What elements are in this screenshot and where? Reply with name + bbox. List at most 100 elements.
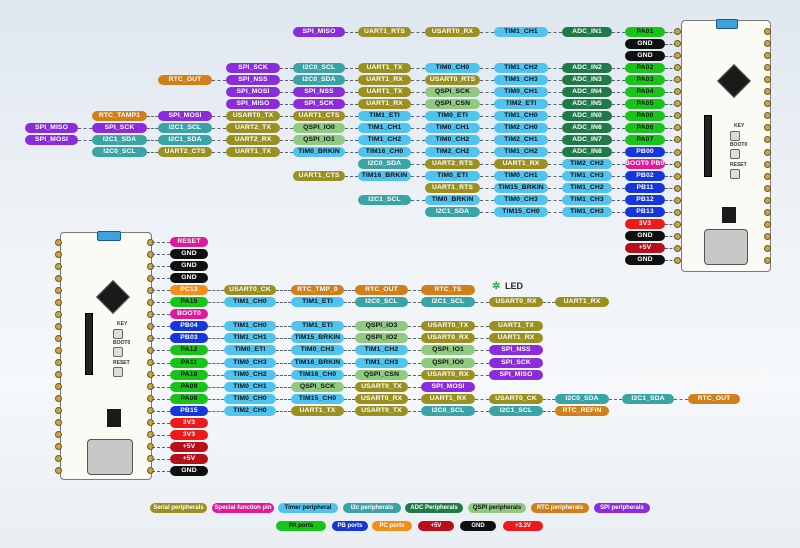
connector-line	[345, 67, 358, 69]
function-label: SPI_MISO	[226, 98, 280, 109]
function-label: TIM15_BRKIN	[494, 183, 548, 194]
connector-line	[411, 164, 425, 166]
connector-line	[475, 350, 489, 352]
function-label: TIM0_CH0	[425, 62, 480, 73]
regulator-chip	[107, 409, 121, 427]
function-label: TIM0_CH2	[425, 134, 480, 145]
connector-line	[280, 79, 293, 81]
pin-label: PB13	[625, 207, 665, 218]
legend-item: +3.3V	[503, 521, 543, 531]
function-label: TIM16_CH0	[291, 369, 344, 380]
connector-line	[345, 103, 358, 105]
function-label: TIM1_CH2	[358, 134, 411, 145]
connector-line	[411, 200, 425, 202]
function-label: TIM0_CH1	[494, 171, 548, 182]
pin-label: GND	[625, 50, 665, 61]
function-label: USART0_RX	[425, 26, 480, 37]
connector-line	[612, 212, 625, 214]
function-label: TIM1_CH0	[224, 297, 276, 308]
connector-line	[344, 410, 355, 412]
function-label: SPI_MISO	[293, 26, 345, 37]
connector-line	[548, 200, 562, 202]
pin-label: +5V	[170, 441, 208, 452]
function-label: I2C0_SCL	[421, 405, 475, 416]
connector-line	[408, 326, 421, 328]
connector-line	[152, 398, 170, 400]
pin-label: PA08	[170, 393, 208, 404]
board-pin	[764, 172, 771, 180]
pin-label: PA00	[625, 110, 665, 121]
function-label: TIM1_CH3	[562, 195, 612, 206]
pin-label: PB11	[625, 183, 665, 194]
function-label: SPI_SCK	[489, 357, 543, 368]
board-pin	[55, 238, 62, 246]
function-label: TIM1_CH2	[562, 183, 612, 194]
function-label: SPI_SCK	[293, 98, 345, 109]
function-label: TIM0_CH3	[291, 345, 344, 356]
board-pin	[674, 244, 681, 252]
board-pin	[764, 160, 771, 168]
connector-line	[475, 338, 489, 340]
function-label: USART0_RTS	[425, 74, 480, 85]
board-pin	[674, 184, 681, 192]
connector-line	[612, 127, 625, 129]
connector-line	[548, 212, 562, 214]
function-label: TIM2_CH2	[562, 159, 612, 170]
connector-line	[344, 350, 355, 352]
connector-line	[280, 152, 293, 153]
connector-line	[411, 79, 425, 81]
connector-line	[480, 67, 494, 69]
connector-line	[548, 127, 562, 129]
pin-label: PA06	[625, 122, 665, 133]
board-pin	[55, 419, 62, 427]
function-label: QSPI_IO1	[421, 345, 475, 356]
legend-item: I2c peripherals	[343, 503, 401, 513]
board-pin	[674, 136, 681, 144]
function-label: TIM0_CH1	[494, 86, 548, 97]
board-pin	[764, 112, 771, 120]
function-label: UART2_TX	[226, 122, 280, 133]
connector-line	[408, 338, 421, 340]
connector-line	[152, 434, 170, 436]
board-pin	[674, 160, 681, 168]
connector-line	[548, 176, 562, 178]
board-pin	[764, 232, 771, 240]
connector-line	[408, 374, 421, 376]
function-label: TIM2_CH1	[494, 134, 548, 145]
board-pin	[55, 383, 62, 391]
board-pin	[674, 52, 681, 60]
connector-line	[208, 362, 224, 364]
function-label: USART0_TX	[355, 405, 408, 416]
connector-line	[345, 91, 358, 93]
connector-line	[665, 103, 681, 105]
function-label: TIM2_CH0	[494, 122, 548, 133]
function-label: TIM0_CH3	[224, 357, 276, 368]
connector-line	[344, 374, 355, 376]
connector-line	[152, 278, 170, 280]
connector-line	[152, 266, 170, 268]
function-label: SPI_MOSI	[158, 110, 212, 121]
reset-button	[113, 367, 123, 377]
function-label: RTC_TAMP1	[92, 110, 147, 121]
board-pin	[55, 274, 62, 282]
legend-item: GND	[460, 521, 496, 531]
connector-line	[665, 127, 681, 129]
connector-line	[344, 302, 355, 304]
pin-label: PA02	[625, 62, 665, 73]
board-pin	[55, 310, 62, 318]
function-label: I2C1_SDA	[622, 393, 674, 404]
usb-c-connector	[87, 439, 133, 475]
pin-label: GND	[170, 465, 208, 476]
board-pin	[55, 334, 62, 342]
function-label: TIM0_CH1	[425, 122, 480, 133]
connector-line	[344, 362, 355, 364]
pin-label: 3V3	[625, 219, 665, 230]
connector-line	[152, 314, 170, 316]
function-label: RTC_TS	[421, 285, 475, 296]
function-label: TIM1_ETI	[291, 297, 344, 308]
board-pin	[674, 40, 681, 48]
connector-line	[208, 326, 224, 328]
board-pin	[55, 250, 62, 258]
board-pin	[764, 208, 771, 216]
